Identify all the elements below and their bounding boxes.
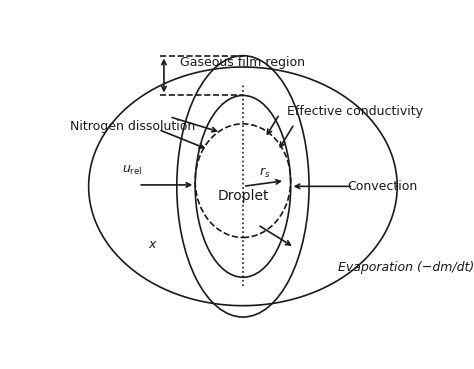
Text: $u_\mathrm{rel}$: $u_\mathrm{rel}$	[122, 164, 143, 177]
Text: $r_s$: $r_s$	[259, 166, 271, 180]
Text: Nitrogen dissolution: Nitrogen dissolution	[70, 120, 195, 133]
Text: Convection: Convection	[347, 180, 418, 193]
Text: Droplet: Droplet	[217, 189, 269, 203]
Text: Gaseous film region: Gaseous film region	[181, 56, 305, 69]
Text: $x$: $x$	[148, 238, 158, 251]
Text: Evaporation (−dm/dt): Evaporation (−dm/dt)	[338, 261, 474, 274]
Text: Effective conductivity: Effective conductivity	[287, 104, 423, 118]
